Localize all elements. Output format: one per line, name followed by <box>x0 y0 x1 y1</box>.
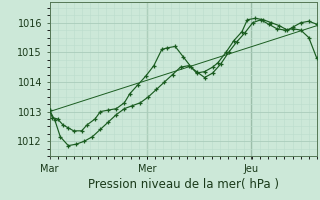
X-axis label: Pression niveau de la mer( hPa ): Pression niveau de la mer( hPa ) <box>88 178 279 191</box>
